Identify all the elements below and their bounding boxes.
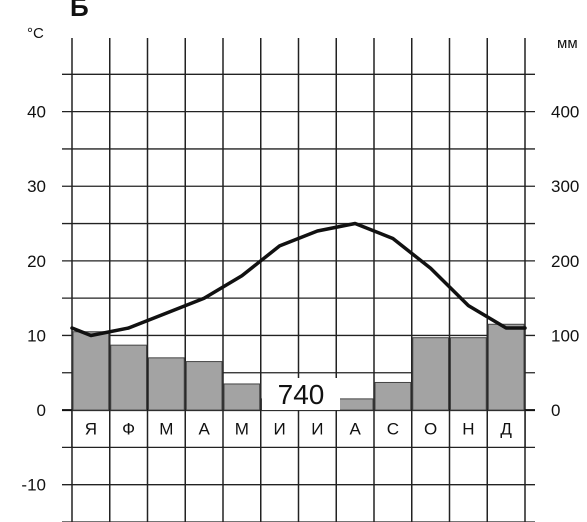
- month-label: Д: [500, 420, 512, 439]
- month-label: Я: [85, 420, 97, 439]
- left-tick-label: 0: [37, 401, 46, 420]
- precipitation-bar: [374, 381, 412, 411]
- month-label: Ф: [122, 420, 135, 439]
- month-label: И: [311, 420, 323, 439]
- precipitation-bar: [223, 383, 261, 411]
- left-axis-unit: °C: [27, 25, 44, 42]
- month-label: С: [387, 420, 399, 439]
- precipitation-bar: [110, 344, 147, 411]
- header-glyph: Б: [70, 0, 89, 22]
- month-label: М: [159, 420, 173, 439]
- precipitation-bar: [185, 361, 223, 411]
- right-tick-label: 300: [551, 177, 579, 196]
- annual-precipitation-total: 740: [278, 379, 325, 410]
- right-tick-label: 200: [551, 252, 579, 271]
- temperature-line-group: [70, 221, 527, 338]
- month-label: И: [274, 420, 286, 439]
- left-tick-label: 40: [27, 103, 46, 122]
- precipitation-bars: [72, 323, 525, 411]
- month-label: М: [235, 420, 249, 439]
- right-axis-unit: мм: [557, 35, 578, 52]
- left-tick-label: 30: [27, 177, 46, 196]
- grid: [62, 38, 535, 522]
- left-tick-label: 20: [27, 252, 46, 271]
- precipitation-bar: [336, 398, 374, 411]
- month-label: А: [349, 420, 361, 439]
- right-tick-label: 100: [551, 326, 579, 345]
- right-tick-label: 400: [551, 103, 579, 122]
- month-label: О: [424, 420, 437, 439]
- precipitation-bar: [148, 357, 185, 411]
- precipitation-bar: [412, 337, 449, 411]
- month-label: А: [198, 420, 210, 439]
- precipitation-bar: [487, 323, 525, 411]
- precipitation-bar: [450, 337, 487, 411]
- left-tick-label: 10: [27, 326, 46, 345]
- temperature-line: [70, 221, 527, 338]
- precipitation-bar: [72, 331, 110, 411]
- left-tick-label: -10: [21, 476, 46, 495]
- total-label-background: [262, 378, 340, 410]
- month-label: Н: [462, 420, 474, 439]
- right-tick-label: 0: [551, 401, 560, 420]
